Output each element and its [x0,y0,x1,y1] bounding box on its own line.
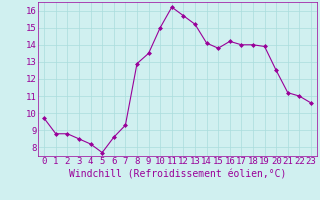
X-axis label: Windchill (Refroidissement éolien,°C): Windchill (Refroidissement éolien,°C) [69,169,286,179]
